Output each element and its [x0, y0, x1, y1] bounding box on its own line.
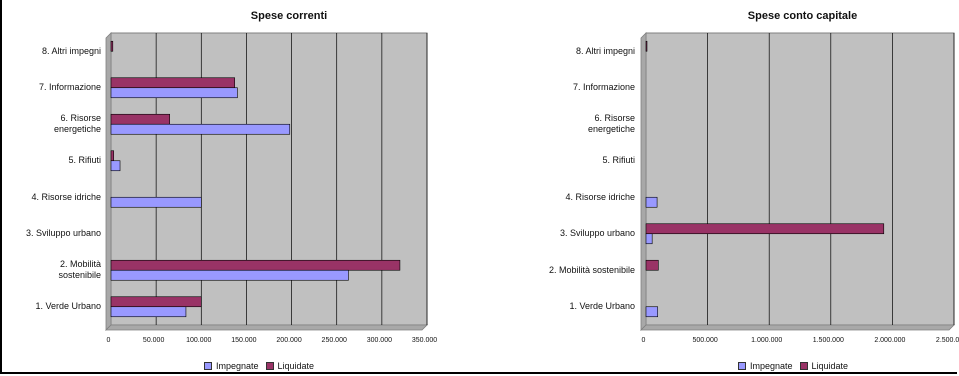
- category-label: 6. Risorse energetiche: [587, 113, 635, 135]
- chart-spese-conto-capitale: Spese conto capitale 8. Altri impegni 7. …: [480, 0, 959, 376]
- chart-title: Spese conto capitale: [747, 10, 858, 22]
- category-label: 3. Sviluppo urbano: [559, 228, 635, 239]
- bar-liquidate: [645, 223, 885, 235]
- bar-impegnate: [645, 233, 653, 245]
- category-label: 5. Rifiuti: [68, 155, 101, 166]
- bar-liquidate: [645, 259, 659, 271]
- plot-area: 0 500.000 1.000.000 1.500.000 2.000.000 2.500…: [640, 32, 959, 344]
- plot-wall-side: [640, 32, 647, 331]
- bar-liquidate: [110, 77, 235, 89]
- bar-impegnate: [110, 160, 121, 172]
- legend-swatch-liquidate: [265, 362, 274, 370]
- bar-liquidate: [110, 259, 401, 271]
- category-labels: 8. Altri impegni 7. Informazione 6. Risors…: [480, 0, 639, 376]
- bar-liquidate: [110, 113, 170, 125]
- category-label: 3. Sviluppo urbano: [25, 228, 101, 239]
- plot-wall-floor: [105, 324, 428, 331]
- x-tick-label: 250.000: [322, 337, 347, 344]
- legend-swatch-liquidate: [799, 362, 808, 370]
- bar-impegnate: [110, 269, 349, 281]
- category-label: 2. Mobilità sostenibile: [548, 264, 635, 275]
- bar-impegnate: [110, 306, 187, 318]
- legend-label-impegnate: Impegnate: [216, 361, 259, 371]
- plot-background: [645, 32, 955, 326]
- x-tick-label: 2.500.000: [936, 337, 959, 344]
- category-label: 7. Informazione: [38, 82, 101, 93]
- plot-wall-floor: [640, 324, 955, 331]
- category-label: 4. Risorse idriche: [565, 191, 635, 202]
- plot-area: 0 50.000 100.000 150.000 200.000 250.000 300.0…: [105, 32, 437, 344]
- x-tick-label: 2.000.000: [874, 337, 905, 344]
- bar-liquidate: [110, 150, 115, 162]
- plot-wall-side: [105, 32, 112, 331]
- bar-impegnate: [645, 196, 658, 208]
- chart-spese-correnti: Spese correnti 8. Altri impegni 7. Inform…: [0, 0, 470, 376]
- plot-background: [110, 32, 428, 326]
- x-tick-label: 50.000: [143, 337, 165, 344]
- category-label: 1. Verde Urbano: [569, 301, 635, 312]
- legend-swatch-impegnate: [204, 362, 212, 370]
- legend-label-impegnate: Impegnate: [750, 361, 793, 371]
- bar-impegnate: [645, 306, 659, 318]
- legend: Impegnate Liquidate: [738, 361, 848, 371]
- category-labels: 8. Altri impegni 7. Informazione 6. Risors…: [0, 0, 105, 376]
- legend-label-liquidate: Liquidate: [811, 361, 849, 371]
- x-tick-label: 150.000: [231, 337, 256, 344]
- x-tick-label: 350.000: [412, 337, 437, 344]
- legend: Impegnate Liquidate: [204, 361, 314, 371]
- x-tick-label: 1.000.000: [751, 337, 782, 344]
- x-tick-label: 100.000: [186, 337, 211, 344]
- bar-impegnate: [110, 87, 238, 99]
- category-label: 2. Mobilità sostenibile: [58, 259, 101, 281]
- category-label: 1. Verde Urbano: [35, 301, 101, 312]
- bar-impegnate: [110, 123, 291, 135]
- category-label: 8. Altri impegni: [41, 45, 101, 56]
- x-tick-label: 0: [107, 337, 111, 344]
- category-label: 6. Risorse energetiche: [53, 113, 101, 135]
- bar-liquidate: [110, 296, 202, 308]
- x-tick-label: 300.000: [367, 337, 392, 344]
- x-tick-label: 500.000: [692, 337, 717, 344]
- x-tick-label: 0: [642, 337, 646, 344]
- category-label: 4. Risorse idriche: [31, 191, 101, 202]
- category-label: 8. Altri impegni: [575, 45, 635, 56]
- bar-liquidate: [645, 40, 648, 52]
- chart-title: Spese correnti: [250, 10, 328, 22]
- category-label: 5. Rifiuti: [602, 155, 635, 166]
- x-tick-label: 200.000: [276, 337, 301, 344]
- legend-label-liquidate: Liquidate: [277, 361, 315, 371]
- legend-swatch-impegnate: [738, 362, 746, 370]
- bar-impegnate: [110, 196, 202, 208]
- category-label: 7. Informazione: [572, 82, 635, 93]
- bar-liquidate: [110, 40, 114, 52]
- x-tick-label: 1.500.000: [813, 337, 844, 344]
